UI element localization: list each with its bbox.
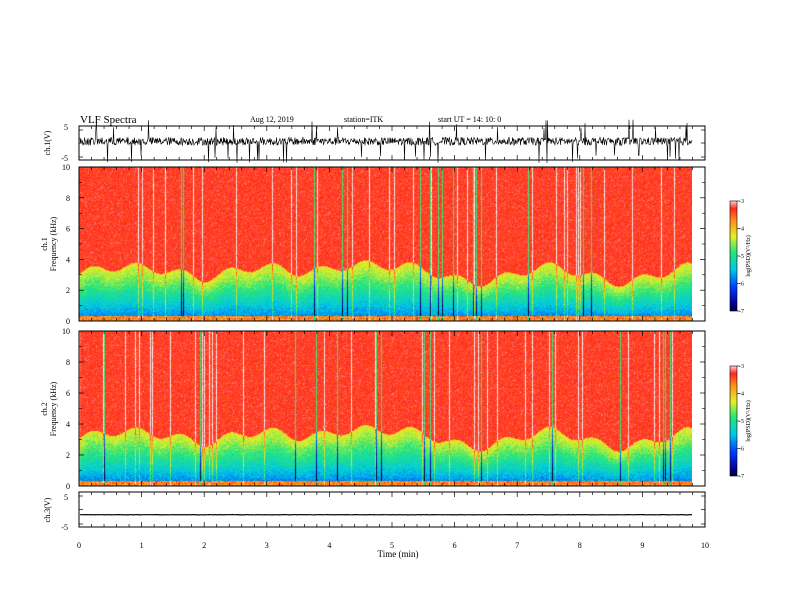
- waveform-ch1-trace: [79, 119, 693, 164]
- colorbar-tick-label: -3: [739, 199, 744, 205]
- colorbar-tick-label: -4: [739, 392, 744, 398]
- time-tick-label: 1: [140, 541, 144, 550]
- spec2-ytick-label: 6: [66, 389, 70, 398]
- time-axis-tick-labels: 0 1 2 3 4 5 6 7 8 9 10: [77, 541, 709, 550]
- wf3-ytick-top: 5: [64, 493, 68, 502]
- colorbar-tick-label: -3: [739, 364, 744, 370]
- waveform-ch1-line: [79, 119, 693, 164]
- spec1-ytick-label: 0: [66, 317, 70, 326]
- colorbar-ch1: [730, 201, 737, 311]
- spectrogram-ch1-panel: 0 2 4 6 8 10 ch.1 Frequency (kHz) log(PSD)(V²…: [40, 163, 752, 326]
- waveform-ch3-ticks: [78, 492, 706, 527]
- wf3-ylabel: ch.3(V): [43, 497, 52, 522]
- station-label: station=ITK: [344, 115, 383, 124]
- spec2-ytick-label: 2: [66, 451, 70, 460]
- spec1-ytick-label: 4: [66, 255, 70, 264]
- spec1-ylabel-frequency: Frequency (kHz): [49, 216, 58, 271]
- colorbar-tick-label: -6: [739, 447, 744, 453]
- time-tick-label: 0: [77, 541, 81, 550]
- date-label: Aug 12, 2019: [250, 115, 294, 124]
- spectrogram-ch1-image: [79, 167, 692, 321]
- spectrogram-ch2-ticks: 0 2 4 6 8 10: [62, 327, 706, 491]
- waveform-ch1-panel: 5 -5 ch.1(V): [43, 119, 706, 164]
- spec1-ytick-label: 2: [66, 286, 70, 295]
- wf1-ytick-top: 5: [64, 123, 68, 132]
- time-tick-label: 8: [578, 541, 582, 550]
- colorbar-tick-label: -5: [739, 254, 744, 260]
- time-tick-label: 7: [515, 541, 519, 550]
- time-tick-label: 2: [202, 541, 206, 550]
- colorbar-ch2-label: log(PSD)(V²/Hz): [745, 400, 752, 441]
- waveform-ch3-panel: 5 -5 ch.3(V) 0 1 2 3 4 5 6 7 8 9 10 Time (min): [43, 491, 709, 559]
- spec2-ytick-label: 0: [66, 482, 70, 491]
- time-tick-label: 5: [390, 541, 394, 550]
- waveform-ch3-frame: [78, 491, 706, 528]
- spec2-ytick-label: 10: [62, 327, 70, 336]
- colorbar-tick-label: -4: [739, 227, 744, 233]
- colorbar-ch1-label: log(PSD)(V²/Hz): [745, 235, 752, 276]
- colorbar-tick-label: -7: [739, 474, 744, 480]
- time-tick-label: 10: [701, 541, 709, 550]
- spectrogram-ch2-image: [79, 331, 692, 486]
- colorbar-tick-label: -7: [739, 309, 744, 315]
- time-tick-label: 3: [265, 541, 269, 550]
- spectrogram-ch2-panel: 0 2 4 6 8 10 ch.2 Frequency (kHz) log(PSD)(V²…: [40, 327, 752, 491]
- time-axis-label: Time (min): [378, 549, 419, 559]
- time-tick-label: 6: [453, 541, 457, 550]
- start-time-label: start UT = 14: 10: 0: [438, 115, 501, 124]
- colorbar-ch2: [730, 366, 737, 476]
- wf1-ylabel: ch.1(V): [43, 130, 52, 155]
- waveform-ch1-ticks: [78, 126, 706, 160]
- wf1-ytick-bottom: -5: [61, 154, 68, 163]
- spec1-ytick-label: 10: [62, 163, 70, 172]
- spec2-ylabel-frequency: Frequency (kHz): [49, 381, 58, 436]
- colorbar-tick-label: -6: [739, 282, 744, 288]
- spec1-ytick-label: 6: [66, 225, 70, 234]
- spec2-ytick-label: 4: [66, 420, 70, 429]
- time-tick-label: 9: [640, 541, 644, 550]
- wf3-ytick-bottom: -5: [61, 523, 68, 532]
- figure-title: VLF Spectra: [80, 114, 137, 126]
- spec2-ylabel-channel: ch.2: [40, 402, 49, 416]
- spec1-ytick-label: 8: [66, 194, 70, 203]
- colorbar-tick-label: -5: [739, 419, 744, 425]
- spectrogram-ch1-ticks: 0 2 4 6 8 10: [62, 163, 706, 326]
- spec2-ytick-label: 8: [66, 358, 70, 367]
- spec1-ylabel-channel: ch.1: [40, 237, 49, 251]
- time-tick-label: 4: [327, 541, 331, 550]
